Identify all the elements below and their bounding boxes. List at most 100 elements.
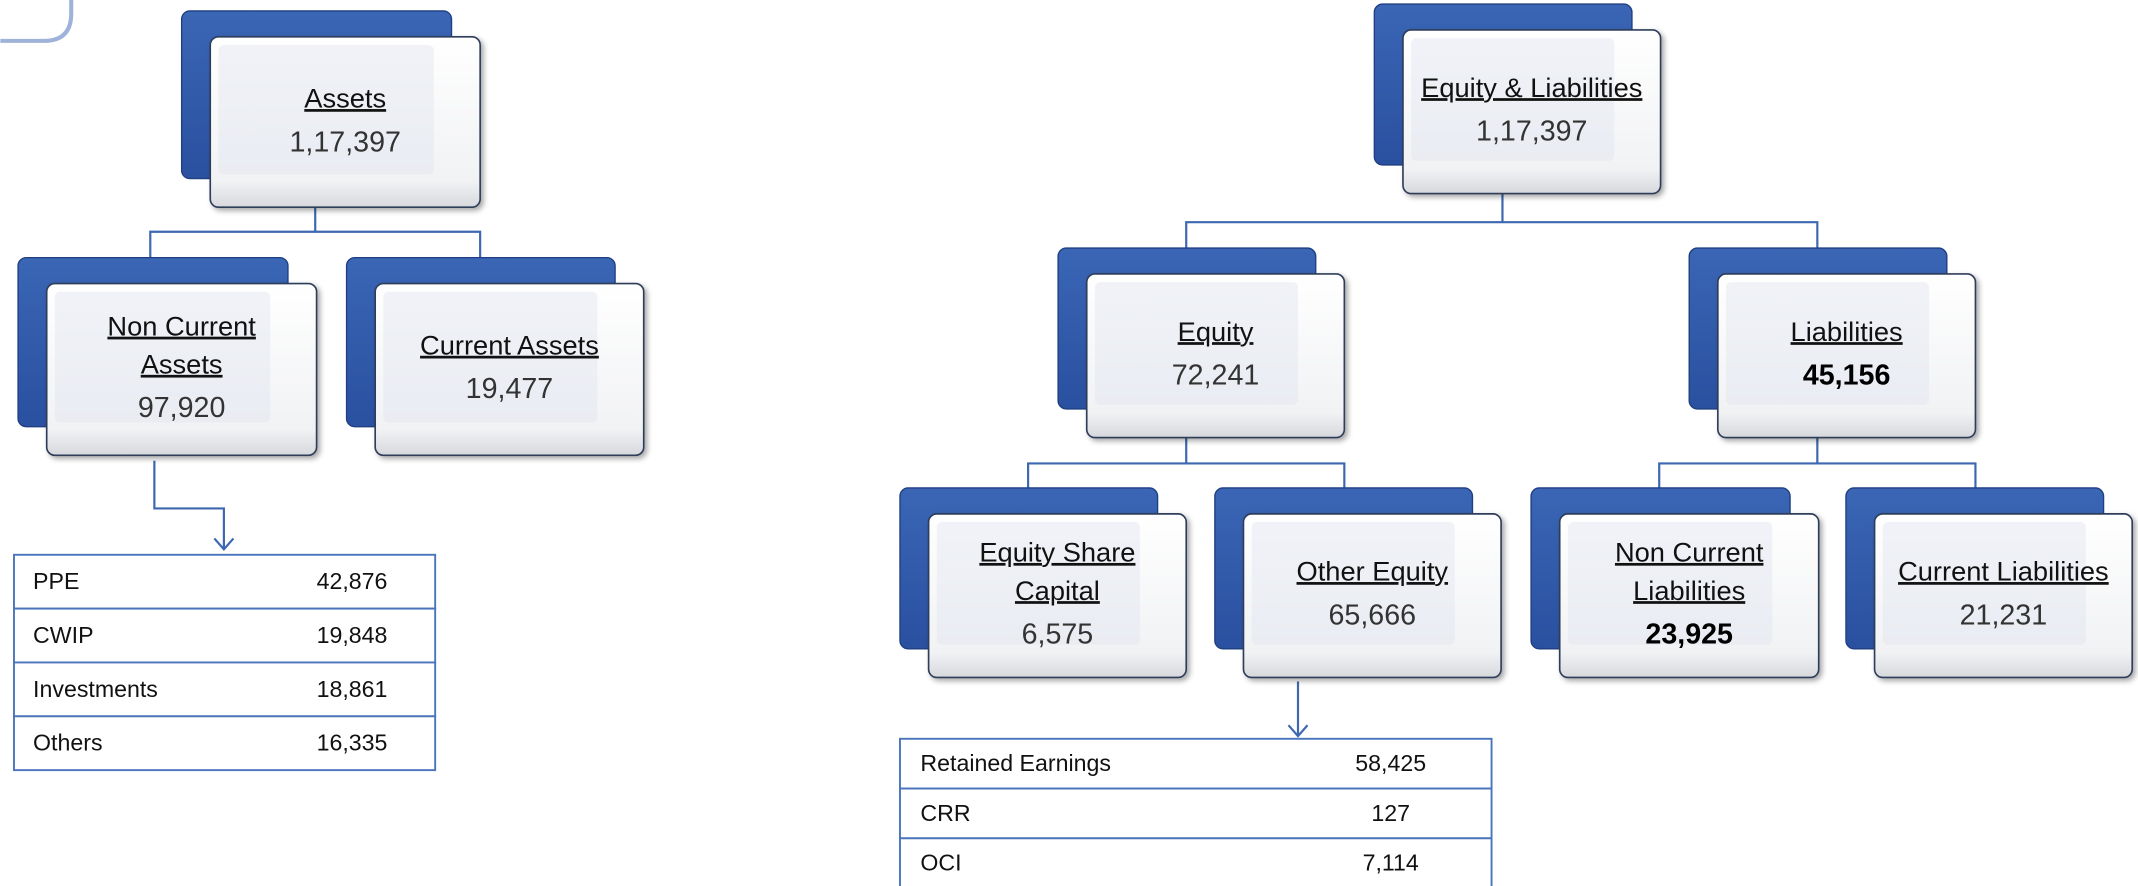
node: Non Current Assets 97,920 [17, 256, 318, 457]
node: Assets 1,17,397 [180, 10, 481, 209]
node-content: Liabilities 45,156 [1718, 277, 1976, 430]
node-highlight [1251, 522, 1455, 645]
node-content: Assets 1,17,397 [210, 40, 480, 199]
table-row [13, 607, 437, 664]
node: Non Current Liabilities 23,925 [1530, 487, 1820, 679]
node: Liabilities 45,156 [1688, 247, 1977, 439]
node-value: 21,231 [1959, 599, 2048, 632]
node-box [209, 35, 481, 209]
table-value: 58,425 [1355, 750, 1426, 776]
table-row [899, 837, 1493, 886]
table-value: 16,335 [317, 730, 388, 756]
node: Equity Share Capital 6,575 [899, 487, 1188, 679]
node-content: Equity & Liabilities 1,17,397 [1403, 33, 1661, 186]
node-highlight [1726, 282, 1930, 405]
table-label: Retained Earnings [920, 750, 1111, 776]
node-text: Other Equity 65,666 [1243, 517, 1501, 670]
table: PPE 42,876 CWIP 19,848 Investments 18,861 Othe… [13, 553, 437, 772]
node-text: Equity Share Capital 6,575 [929, 517, 1187, 670]
node-value: 19,477 [465, 373, 554, 405]
connector [149, 207, 482, 259]
node: Other Equity 65,666 [1214, 487, 1502, 679]
connector [1027, 437, 1346, 488]
node-value: 72,241 [1171, 359, 1260, 392]
table-label: OCI [920, 850, 961, 876]
node-value: 1,17,397 [289, 126, 401, 158]
table-row [899, 737, 1493, 790]
node: Current Liabilities 21,231 [1845, 487, 2134, 679]
node-box [1558, 513, 1820, 679]
node-label: Non Current Liabilities [1614, 538, 1764, 607]
node-label: Equity & Liabilities [1421, 73, 1643, 104]
node-label: Current Liabilities [1898, 557, 2109, 588]
node-label: Equity [1177, 317, 1254, 348]
node-label: Assets [304, 83, 387, 114]
node-highlight [1567, 522, 1773, 645]
node-content: Non Current Assets 97,920 [47, 286, 317, 447]
node-content: Other Equity 65,666 [1243, 517, 1501, 670]
table-label: PPE [33, 568, 79, 594]
connector [1185, 193, 1819, 249]
node-text: Equity 72,241 [1087, 277, 1345, 430]
node-content: Non Current Liabilities 23,925 [1560, 517, 1819, 670]
node-text: Current Assets 19,477 [375, 286, 644, 447]
node-content: Equity Share Capital 6,575 [929, 517, 1187, 670]
node-text: Assets 1,17,397 [210, 40, 480, 199]
node-highlight [936, 522, 1140, 645]
node-value: 6,575 [1021, 618, 1094, 651]
table-label: Others [33, 730, 103, 756]
node-content: Equity 72,241 [1087, 277, 1345, 430]
table-label: CRR [920, 800, 970, 826]
table-value: 42,876 [317, 568, 388, 594]
table-row [899, 787, 1493, 840]
node-box [1242, 513, 1502, 679]
node-text: Non Current Liabilities 23,925 [1560, 517, 1819, 670]
node-text: Non Current Assets 97,920 [47, 286, 317, 447]
node-box [927, 513, 1188, 679]
node-content: Current Liabilities 21,231 [1875, 517, 2133, 670]
node: Equity 72,241 [1057, 247, 1346, 439]
node-text: Equity & Liabilities 1,17,397 [1403, 33, 1661, 186]
table-row [13, 553, 437, 610]
arrow [153, 460, 235, 551]
node-highlight [54, 291, 271, 423]
node: Equity & Liabilities 1,17,397 [1373, 3, 1662, 195]
corner-decoration [0, 0, 74, 43]
node-highlight [218, 44, 434, 175]
node-value: 45,156 [1802, 359, 1891, 392]
table-label: CWIP [33, 622, 93, 648]
node-label: Liabilities [1790, 317, 1903, 348]
node-highlight [1882, 522, 2086, 645]
node-box [1085, 273, 1346, 439]
node-content: Current Assets 19,477 [375, 286, 644, 447]
arrow [1287, 681, 1309, 738]
table-value: 127 [1371, 800, 1410, 826]
table-label: Investments [33, 676, 158, 702]
node-text: Liabilities 45,156 [1718, 277, 1976, 430]
node: Current Assets 19,477 [345, 256, 645, 457]
node-text: Current Liabilities 21,231 [1875, 517, 2133, 670]
node-value: 1,17,397 [1476, 115, 1588, 148]
table-row [13, 661, 437, 718]
node-value: 97,920 [137, 392, 226, 424]
table-row [13, 715, 437, 772]
node-box [45, 282, 318, 457]
node-label: Equity Share Capital [979, 538, 1136, 607]
table-value: 7,114 [1363, 850, 1419, 876]
node-highlight [383, 291, 598, 423]
connector [1658, 437, 1977, 488]
table-value: 18,861 [317, 676, 388, 702]
node-label: Other Equity [1296, 557, 1449, 588]
table: Retained Earnings 58,425 CRR 127 OCI 7,114 [899, 737, 1493, 886]
node-value: 23,925 [1645, 618, 1733, 651]
node-box [1402, 29, 1662, 195]
node-highlight [1094, 282, 1298, 405]
node-label: Non Current Assets [107, 312, 256, 381]
table-value: 19,848 [317, 622, 388, 648]
node-box [1873, 513, 2134, 679]
node-highlight [1411, 38, 1615, 161]
node-box [1717, 273, 1977, 439]
node-box [374, 282, 645, 457]
